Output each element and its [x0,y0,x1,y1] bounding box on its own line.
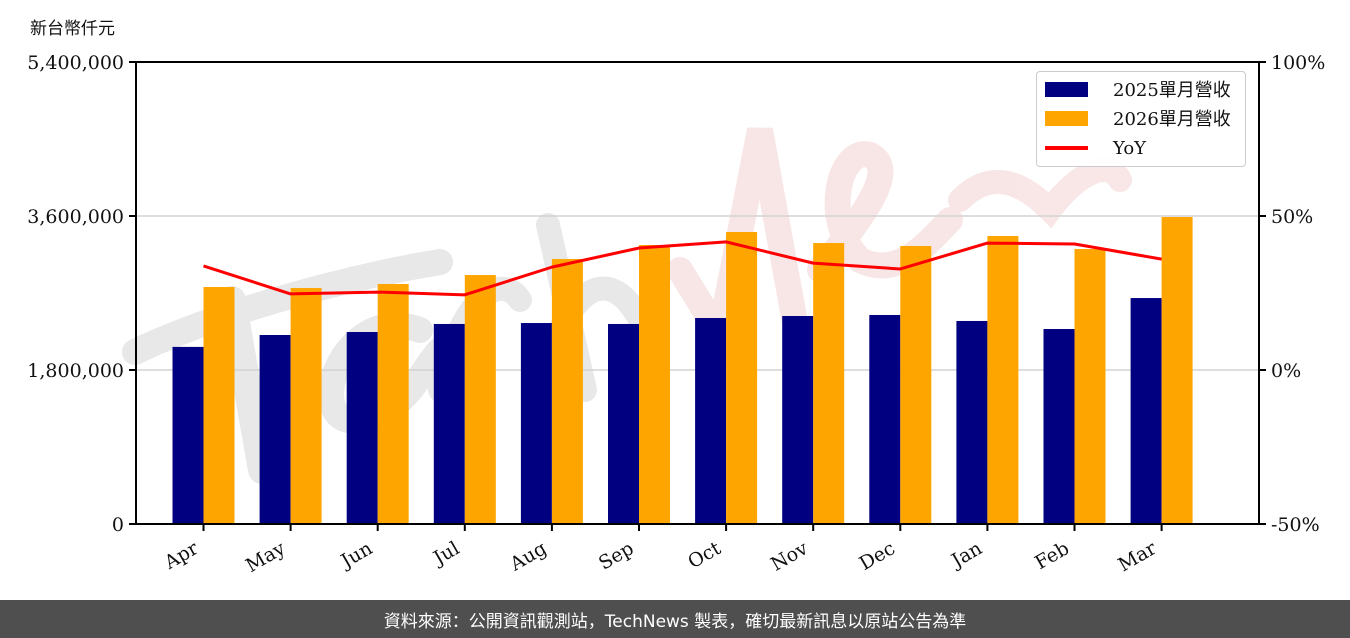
right-tick-label: 100% [1271,52,1325,74]
right-tick-label: -50% [1271,514,1320,536]
legend-item-yoy: YoY [1045,136,1146,160]
legend-swatch-2025 [1045,81,1088,97]
legend-swatch-2026 [1045,110,1088,126]
bar-2026 [203,287,235,524]
left-tick-label: 0 [112,514,124,536]
left-y-axis: 0 1,800,000 3,600,000 5,400,000 [27,52,136,536]
bar-2025 [1130,298,1162,524]
legend-label: 2026單月營收 [1113,109,1231,130]
x-tick-label: Feb [1031,537,1073,574]
legend-label: YoY [1113,137,1147,159]
legend-line-yoy [1045,146,1088,150]
bar-2025 [520,323,552,524]
x-tick-label: Jun [336,537,377,573]
bar-2025 [695,317,727,524]
left-tick-label: 3,600,000 [27,206,124,228]
bar-2026 [464,275,496,524]
chart-legend: 2025單月營收 2026單月營收 YoY [1036,71,1246,167]
x-tick-label: Nov [767,537,812,576]
x-tick-label: Jan [946,537,986,573]
bar-2026 [377,284,409,524]
bar-2025 [782,316,814,524]
bar-2025 [259,335,291,524]
bar-2026 [726,231,758,524]
right-tick-label: 50% [1271,206,1313,228]
bar-2026 [987,236,1019,524]
revenue-chart: 0 1,800,000 3,600,000 5,400,000 -50% 0% 50% 10… [27,52,1325,577]
bar-2026 [900,246,932,524]
x-tick-label: Jul [428,537,463,570]
bar-2025 [172,346,204,524]
x-tick-label: Mar [1115,537,1161,576]
left-tick-label: 5,400,000 [27,52,124,74]
bar-2025 [1043,329,1075,524]
source-footer: 資料來源：公開資訊觀測站，TechNews 製表，確切最新訊息以原站公告為準 [0,600,1350,638]
bar-2026 [290,288,322,524]
x-tick-label: Aug [506,537,551,576]
legend-item-2025: 2025單月營收 [1045,77,1231,101]
bar-2025 [608,323,639,524]
x-tick-label: Sep [595,537,638,574]
bar-2026 [1161,217,1193,524]
x-tick-label: Dec [856,537,899,575]
x-tick-label: Oct [684,537,725,573]
y-axis-unit-label: 新台幣仟元 [30,19,115,39]
legend-item-2026: 2026單月營收 [1045,106,1231,130]
x-tick-label: Apr [160,537,203,574]
x-axis: Apr May Jun Jul Aug Sep Oct Nov Dec Jan Feb Mar [160,524,1163,577]
right-tick-label: 0% [1271,360,1301,382]
left-tick-label: 1,800,000 [27,360,124,382]
right-y-axis: -50% 0% 50% 100% [1259,52,1325,536]
bar-2026 [551,259,583,524]
bar-2026 [1074,249,1106,524]
bars [172,217,1193,524]
x-tick-label: May [242,537,289,577]
source-text: 資料來源：公開資訊觀測站，TechNews 製表，確切最新訊息以原站公告為準 [383,611,967,632]
legend-label: 2025單月營收 [1113,80,1231,101]
bar-2026 [639,245,670,524]
bar-2026 [813,243,845,524]
bar-2025 [433,323,465,524]
bar-2025 [869,314,901,524]
bar-2025 [346,332,378,524]
yoy-line [203,240,1162,297]
axes-frame [135,61,1260,525]
bar-2025 [956,320,988,524]
